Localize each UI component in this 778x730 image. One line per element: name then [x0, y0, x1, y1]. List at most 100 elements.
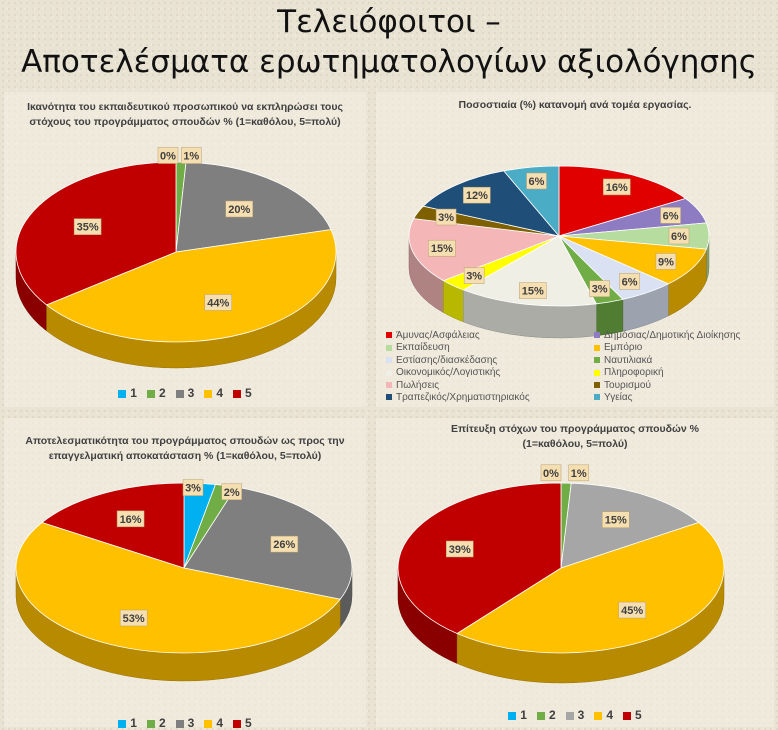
chart-2-data-label: 9%: [655, 253, 677, 270]
legend-label: 2: [158, 716, 166, 730]
legend-swatch: [565, 711, 574, 720]
chart-1-slice-2: [175, 161, 332, 253]
legend-swatch: [386, 357, 392, 364]
svg-text:3%: 3%: [592, 284, 608, 296]
chart-3-legend-item: 4: [204, 716, 223, 730]
chart-3-data-label: 53%: [119, 609, 148, 627]
chart-2-data-label: 15%: [428, 239, 456, 257]
legend-swatch: [233, 389, 242, 398]
chart-1-legend-item: 5: [233, 386, 252, 400]
chart-4-legend-item: 1: [508, 708, 527, 722]
svg-text:35%: 35%: [77, 222, 99, 234]
chart-2-data-label: 12%: [463, 186, 491, 204]
svg-text:6%: 6%: [529, 176, 545, 188]
legend-swatch: [175, 719, 184, 728]
chart-3-data-label: 26%: [270, 535, 299, 553]
chart-2-slice-3: [558, 235, 707, 285]
chart-4-title-line1: Επίτευξη στόχων του προγράμματος σπουδών…: [451, 423, 699, 435]
chart-2-legend-item: Πωλήσεις: [386, 380, 439, 391]
chart-3-slices: [15, 482, 353, 654]
chart-1-legend-item: 2: [146, 386, 166, 400]
chart-panel-2: Ποσοστιαία (%) κατανομή ανά τομέα εργασί…: [376, 92, 774, 407]
chart-panel-1: Ικανότητα του εκπαιδευτικού προσωπικού ν…: [4, 92, 366, 407]
chart-4-slice-4: [397, 482, 562, 634]
svg-text:3%: 3%: [185, 483, 201, 495]
legend-label: Άμυνας/Ασφάλειας: [396, 330, 480, 341]
svg-text:20%: 20%: [228, 204, 250, 216]
chart-4-labels: 0% 1% 15% 45% 39%: [446, 464, 646, 619]
svg-text:44%: 44%: [207, 297, 229, 309]
chart-4-title: Επίτευξη στόχων του προγράμματος σπουδών…: [380, 422, 770, 452]
legend-label: 5: [245, 716, 252, 730]
chart-2-data-label: 3%: [435, 208, 457, 226]
legend-swatch: [594, 332, 600, 339]
legend-swatch: [536, 711, 545, 720]
chart-4-legend-item: 4: [594, 708, 613, 722]
slide-title-line2: Αποτελέσματα ερωτηματολογίων αξιολόγησης: [21, 44, 757, 80]
chart-2-slice-10: [422, 170, 561, 237]
legend-swatch: [594, 381, 600, 388]
chart-2-data-label: 6%: [660, 207, 681, 224]
chart-4-pie: 0% 1% 15% 45% 39%: [397, 464, 725, 684]
chart-1-legend: 1 2 3 4 5: [4, 386, 366, 400]
legend-label: Τραπεζικός/Χρηματιστηριακός: [396, 392, 530, 403]
svg-text:1%: 1%: [183, 151, 199, 163]
legend-swatch: [623, 711, 632, 720]
legend-label: Οικονομικός/Λογιστικής: [396, 367, 501, 379]
legend-swatch: [233, 719, 242, 728]
legend-swatch: [146, 389, 155, 398]
slide-title: Τελειόφοιτοι – Αποτελέσματα ερωτηματολογ…: [0, 2, 778, 82]
legend-swatch: [386, 344, 392, 351]
chart-2-data-label: 16%: [603, 178, 631, 196]
chart-3-title: Αποτελεσματικότητα του προγράμματος σπου…: [8, 434, 362, 464]
chart-2-data-label: 6%: [619, 273, 640, 290]
legend-label: 1: [130, 716, 137, 730]
chart-2-slice-0: [558, 165, 687, 237]
svg-text:15%: 15%: [522, 286, 544, 298]
chart-1-legend-item: 1: [118, 386, 137, 400]
chart-1-slices: [15, 161, 337, 343]
legend-label: Δημόσιας/Δημοτικής Διοίκησης: [604, 330, 741, 341]
legend-label: 1: [520, 708, 527, 722]
svg-text:16%: 16%: [120, 514, 142, 526]
legend-label: 5: [245, 386, 252, 400]
chart-2-legend: Άμυνας/Ασφάλειας Δημόσιας/Δημοτικής Διοίκ…: [376, 330, 774, 406]
legend-label: 4: [216, 716, 224, 730]
chart-1-data-label: 20%: [225, 200, 253, 218]
legend-label: 1: [130, 386, 137, 400]
chart-4-slice-2: [560, 482, 700, 569]
chart-2-data-label: 3%: [463, 267, 485, 284]
legend-swatch: [386, 332, 392, 339]
svg-text:6%: 6%: [622, 276, 638, 288]
legend-swatch: [594, 369, 600, 376]
svg-text:12%: 12%: [466, 190, 488, 202]
chart-3-title-line2: επαγγελματική αποκατάσταση % (1=καθόλου,…: [48, 450, 322, 462]
chart-2-sides: [408, 235, 710, 339]
chart-2-pie: 16% 6% 6% 9% 6% 3% 15% 3% 15% 3% 12% 6%: [408, 165, 710, 339]
svg-text:15%: 15%: [605, 515, 627, 527]
legend-label: 3: [577, 708, 585, 722]
chart-2-data-label: 15%: [519, 282, 547, 299]
chart-4-legend-item: 3: [565, 708, 585, 722]
legend-label: 2: [158, 386, 166, 400]
chart-panel-4: Επίτευξη στόχων του προγράμματος σπουδών…: [376, 418, 774, 727]
chart-1-slice-3: [45, 229, 337, 343]
chart-1-title-line1: Ικανότητα του εκπαιδευτικού προσωπικού ν…: [27, 101, 343, 113]
legend-swatch: [594, 711, 603, 720]
legend-label: Ναυτιλιακά: [604, 354, 653, 366]
legend-label: Τουρισμού: [604, 379, 651, 391]
chart-2-slice-6: [462, 235, 597, 307]
chart-3-slice-2: [183, 486, 353, 600]
legend-label: 3: [187, 716, 195, 730]
legend-swatch: [204, 719, 213, 728]
legend-swatch: [118, 389, 127, 398]
legend-swatch: [118, 719, 127, 728]
chart-3-pie: 3% 2% 26% 53% 16%: [15, 479, 353, 682]
chart-2-data-label: 3%: [589, 280, 610, 297]
chart-4-legend-item: 2: [536, 708, 556, 722]
chart-3-title-line1: Αποτελεσματικότητα του προγράμματος σπου…: [25, 435, 345, 447]
legend-swatch: [175, 389, 184, 398]
chart-2-labels: 16% 6% 6% 9% 6% 3% 15% 3% 15% 3% 12% 6%: [428, 172, 690, 299]
svg-text:3%: 3%: [466, 271, 482, 283]
legend-label: Εμπόριο: [604, 342, 643, 354]
